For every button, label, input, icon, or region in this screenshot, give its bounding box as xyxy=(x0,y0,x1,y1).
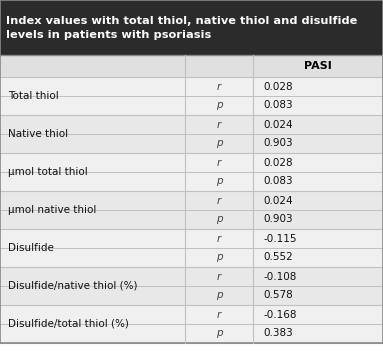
Text: 0.024: 0.024 xyxy=(263,196,293,205)
Text: PASI: PASI xyxy=(304,61,332,71)
Text: p: p xyxy=(216,100,222,111)
Bar xyxy=(0,77,383,115)
Text: r: r xyxy=(217,272,221,282)
Text: 0.903: 0.903 xyxy=(263,139,293,148)
Text: Disulfide/native thiol (%): Disulfide/native thiol (%) xyxy=(8,281,137,291)
Bar xyxy=(0,267,383,305)
Text: 0.578: 0.578 xyxy=(263,291,293,300)
Text: r: r xyxy=(217,233,221,244)
Bar xyxy=(0,55,383,77)
Text: Disulfide/total thiol (%): Disulfide/total thiol (%) xyxy=(8,319,129,329)
Bar xyxy=(0,115,383,153)
Text: μmol total thiol: μmol total thiol xyxy=(8,167,88,177)
Bar xyxy=(0,0,383,55)
Text: 0.028: 0.028 xyxy=(263,158,293,167)
Text: p: p xyxy=(216,291,222,300)
Text: -0.168: -0.168 xyxy=(263,310,296,319)
Bar xyxy=(0,153,383,191)
Bar xyxy=(0,191,383,229)
Text: Disulfide: Disulfide xyxy=(8,243,54,253)
Text: 0.024: 0.024 xyxy=(263,119,293,130)
Bar xyxy=(0,305,383,343)
Text: Total thiol: Total thiol xyxy=(8,91,59,101)
Text: p: p xyxy=(216,139,222,148)
Text: levels in patients with psoriasis: levels in patients with psoriasis xyxy=(6,31,211,40)
Text: -0.108: -0.108 xyxy=(263,272,296,282)
Text: 0.083: 0.083 xyxy=(263,177,293,186)
Text: r: r xyxy=(217,81,221,92)
Text: 0.083: 0.083 xyxy=(263,100,293,111)
Text: 0.383: 0.383 xyxy=(263,329,293,338)
Text: r: r xyxy=(217,158,221,167)
Text: μmol native thiol: μmol native thiol xyxy=(8,205,97,215)
Text: -0.115: -0.115 xyxy=(263,233,296,244)
Text: 0.903: 0.903 xyxy=(263,214,293,225)
Text: r: r xyxy=(217,196,221,205)
Text: p: p xyxy=(216,252,222,263)
Text: Native thiol: Native thiol xyxy=(8,129,68,139)
Text: p: p xyxy=(216,329,222,338)
Text: 0.552: 0.552 xyxy=(263,252,293,263)
Text: 0.028: 0.028 xyxy=(263,81,293,92)
Text: p: p xyxy=(216,214,222,225)
Text: r: r xyxy=(217,119,221,130)
Text: Index values with total thiol, native thiol and disulfide: Index values with total thiol, native th… xyxy=(6,16,357,26)
Bar xyxy=(0,229,383,267)
Text: r: r xyxy=(217,310,221,319)
Text: p: p xyxy=(216,177,222,186)
